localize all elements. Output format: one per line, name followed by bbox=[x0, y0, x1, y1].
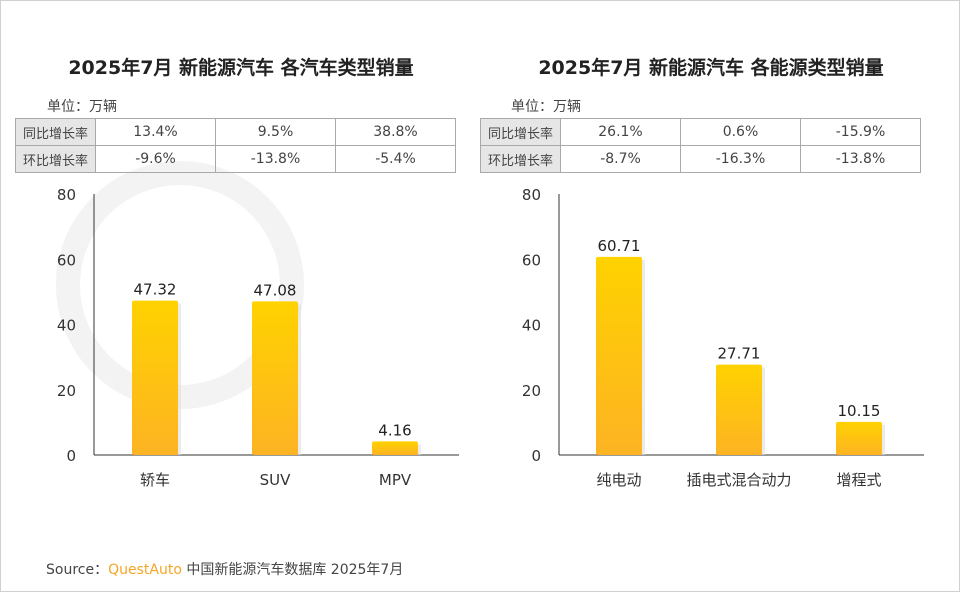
table-cell: 38.8% bbox=[335, 118, 456, 146]
table-cell: -8.7% bbox=[560, 145, 681, 173]
bar bbox=[596, 256, 642, 455]
source-note: Source：QuestAuto 中国新能源汽车数据库 2025年7月 bbox=[46, 559, 403, 579]
data-label: 4.16 bbox=[378, 421, 411, 439]
table-cell: -5.4% bbox=[335, 145, 456, 173]
y-tick-label: 40 bbox=[57, 317, 76, 335]
x-tick-label: 轿车 bbox=[140, 471, 170, 489]
table-row: 环比增长率 -9.6% -13.8% -5.4% bbox=[15, 145, 456, 173]
bar bbox=[836, 421, 882, 455]
y-tick-label: 60 bbox=[522, 251, 541, 269]
table-cell: -13.8% bbox=[800, 145, 921, 173]
data-label: 47.08 bbox=[254, 281, 297, 299]
source-brand: QuestAuto bbox=[108, 562, 182, 578]
row-header: 同比增长率 bbox=[480, 118, 561, 146]
x-tick-label: 增程式 bbox=[836, 471, 881, 489]
bar bbox=[252, 301, 298, 455]
x-tick-label: SUV bbox=[260, 471, 292, 489]
y-tick-label: 80 bbox=[522, 186, 541, 204]
table-cell: 13.4% bbox=[95, 118, 216, 146]
table-cell: 26.1% bbox=[560, 118, 681, 146]
y-tick-label: 0 bbox=[531, 447, 541, 465]
y-tick-label: 20 bbox=[57, 382, 76, 400]
table-cell: -9.6% bbox=[95, 145, 216, 173]
data-label: 60.71 bbox=[598, 237, 641, 255]
source-text: 中国新能源汽车数据库 2025年7月 bbox=[186, 562, 404, 578]
growth-table-left: 同比增长率 13.4% 9.5% 38.8% 环比增长率 -9.6% -13.8% -5.4… bbox=[15, 118, 456, 173]
y-tick-label: 0 bbox=[66, 447, 76, 465]
row-header: 同比增长率 bbox=[15, 118, 96, 146]
chart-title-right: 2025年7月 新能源汽车 各能源类型销量 bbox=[538, 57, 884, 79]
table-cell: -16.3% bbox=[680, 145, 801, 173]
table-cell: 9.5% bbox=[215, 118, 336, 146]
y-tick-label: 40 bbox=[522, 317, 541, 335]
x-tick-label: 插电式混合动力 bbox=[686, 471, 791, 489]
table-cell: -13.8% bbox=[215, 145, 336, 173]
table-row: 同比增长率 26.1% 0.6% -15.9% bbox=[480, 118, 921, 146]
data-label: 27.71 bbox=[718, 345, 761, 363]
bar bbox=[132, 300, 178, 455]
table-cell: 0.6% bbox=[680, 118, 801, 146]
x-tick-label: MPV bbox=[379, 471, 412, 489]
unit-label-right: 单位：万辆 bbox=[511, 99, 581, 115]
y-tick-label: 80 bbox=[57, 186, 76, 204]
x-tick-label: 纯电动 bbox=[596, 471, 641, 489]
growth-table-right: 同比增长率 26.1% 0.6% -15.9% 环比增长率 -8.7% -16.3% -13… bbox=[480, 118, 921, 173]
table-row: 环比增长率 -8.7% -16.3% -13.8% bbox=[480, 145, 921, 173]
bar bbox=[716, 364, 762, 455]
chart-title-left: 2025年7月 新能源汽车 各汽车类型销量 bbox=[68, 57, 414, 79]
y-tick-label: 60 bbox=[57, 251, 76, 269]
table-cell: -15.9% bbox=[800, 118, 921, 146]
bar bbox=[372, 441, 418, 455]
data-label: 10.15 bbox=[838, 402, 881, 420]
data-label: 47.32 bbox=[134, 281, 177, 299]
y-tick-label: 20 bbox=[522, 382, 541, 400]
table-row: 同比增长率 13.4% 9.5% 38.8% bbox=[15, 118, 456, 146]
source-label: Source： bbox=[46, 562, 109, 578]
unit-label-left: 单位：万辆 bbox=[47, 99, 117, 115]
row-header: 环比增长率 bbox=[15, 145, 96, 173]
